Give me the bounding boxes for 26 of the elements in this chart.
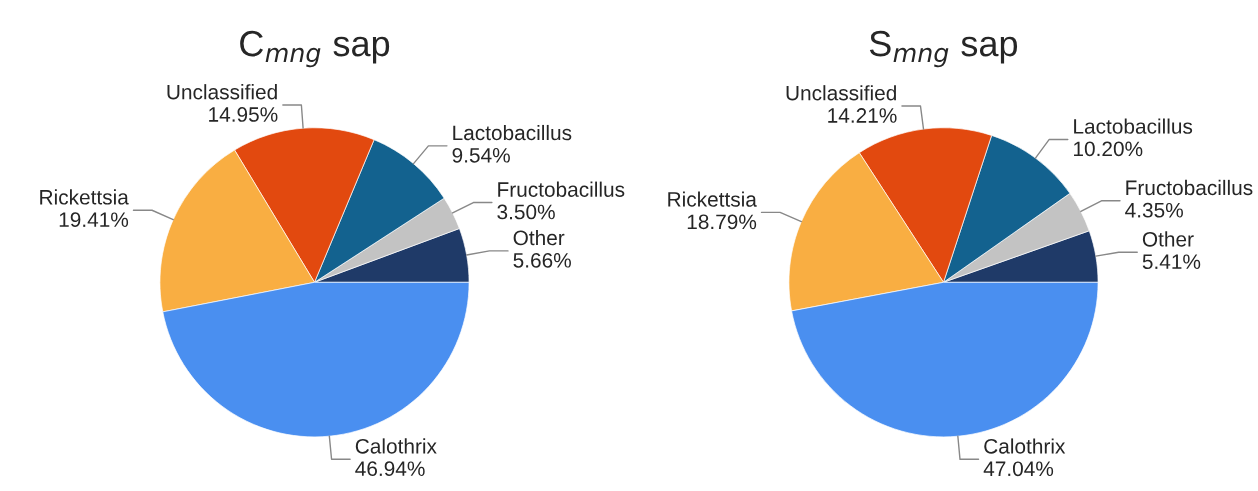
data-label: 5.66% — [513, 252, 571, 268]
slice-label: Calothrix — [984, 438, 1066, 454]
data-label: 9.54% — [452, 147, 510, 163]
data-label: 4.35% — [1125, 202, 1183, 218]
data-label: 3.50% — [497, 204, 555, 220]
slice-label: Lactobacillus — [1074, 118, 1193, 134]
chart-title: C$_{mng}$ sap — [240, 30, 390, 68]
data-label: 19.41% — [59, 212, 129, 228]
slice-label: Rickettsia — [668, 191, 757, 207]
data-label: 46.94% — [355, 461, 425, 477]
slice-label: Unclassified — [167, 84, 277, 100]
slice-label: Fructobacillus — [498, 181, 625, 197]
slice-label: Unclassified — [786, 85, 896, 101]
slice-label: Calothrix — [355, 438, 437, 454]
slice-label: Other — [1142, 231, 1194, 247]
data-label: 47.04% — [983, 461, 1054, 477]
data-label: 14.95% — [209, 107, 278, 122]
chart-title: S$_{mng}$ sap — [869, 30, 1018, 68]
data-label: 5.41% — [1142, 254, 1201, 270]
data-label: 10.20% — [1074, 141, 1143, 157]
data-label: 18.79% — [687, 214, 757, 230]
data-label: 14.21% — [828, 108, 897, 123]
slice-label: Lactobacillus — [453, 124, 572, 141]
slice-label: Rickettsia — [40, 189, 129, 205]
slice-label: Other — [513, 229, 565, 246]
slice-label: Fructobacillus — [1126, 179, 1253, 196]
